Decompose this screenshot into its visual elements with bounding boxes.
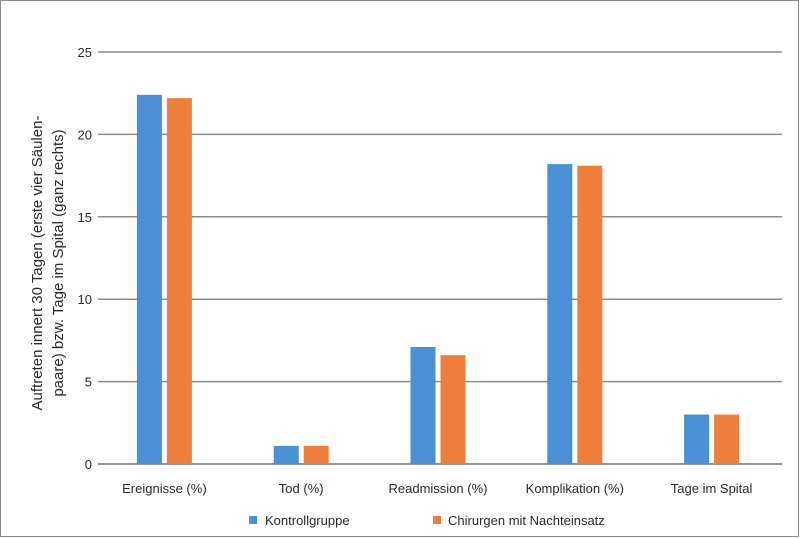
gridlines xyxy=(98,51,782,465)
bars xyxy=(136,94,740,465)
y-tick-label: 20 xyxy=(78,127,92,142)
legend-label-kontrollgruppe: Kontrollgruppe xyxy=(265,513,350,528)
y-tick-label: 5 xyxy=(85,375,92,390)
y-tick-label: 25 xyxy=(78,45,92,60)
bar xyxy=(440,355,466,464)
legend: Kontrollgruppe Chirurgen mit Nachteinsat… xyxy=(249,513,605,528)
x-axis-categories: Ereignisse (%) Tod (%) Readmission (%) Komp… xyxy=(122,481,752,496)
y-axis-label-line-2: paare) bzw. Tage im Spital (ganz rechts) xyxy=(50,129,67,396)
x-category-label: Tod (%) xyxy=(279,481,324,496)
x-category-label: Tage im Spital xyxy=(671,481,753,496)
bar xyxy=(410,346,436,464)
bar xyxy=(273,445,299,464)
bar xyxy=(136,94,162,465)
y-tick-label: 15 xyxy=(78,210,92,225)
y-tick-label: 10 xyxy=(78,292,92,307)
legend-swatch-chirurgen xyxy=(433,516,441,524)
x-category-label: Readmission (%) xyxy=(389,481,488,496)
y-axis-ticks: 0 5 10 15 20 25 xyxy=(78,45,92,472)
x-category-label: Ereignisse (%) xyxy=(122,481,207,496)
y-axis-label-line-1: Auftreten innert 30 Tagen (erste vier Sä… xyxy=(29,116,46,411)
x-category-label: Komplikation (%) xyxy=(526,481,624,496)
bar xyxy=(684,414,710,464)
bar xyxy=(577,165,603,464)
legend-label-chirurgen: Chirurgen mit Nachteinsatz xyxy=(448,513,605,528)
bar xyxy=(303,445,329,464)
y-tick-label: 0 xyxy=(85,457,92,472)
legend-swatch-kontrollgruppe xyxy=(249,516,257,524)
bar xyxy=(166,98,192,465)
bar xyxy=(714,414,740,464)
bar xyxy=(547,164,573,464)
